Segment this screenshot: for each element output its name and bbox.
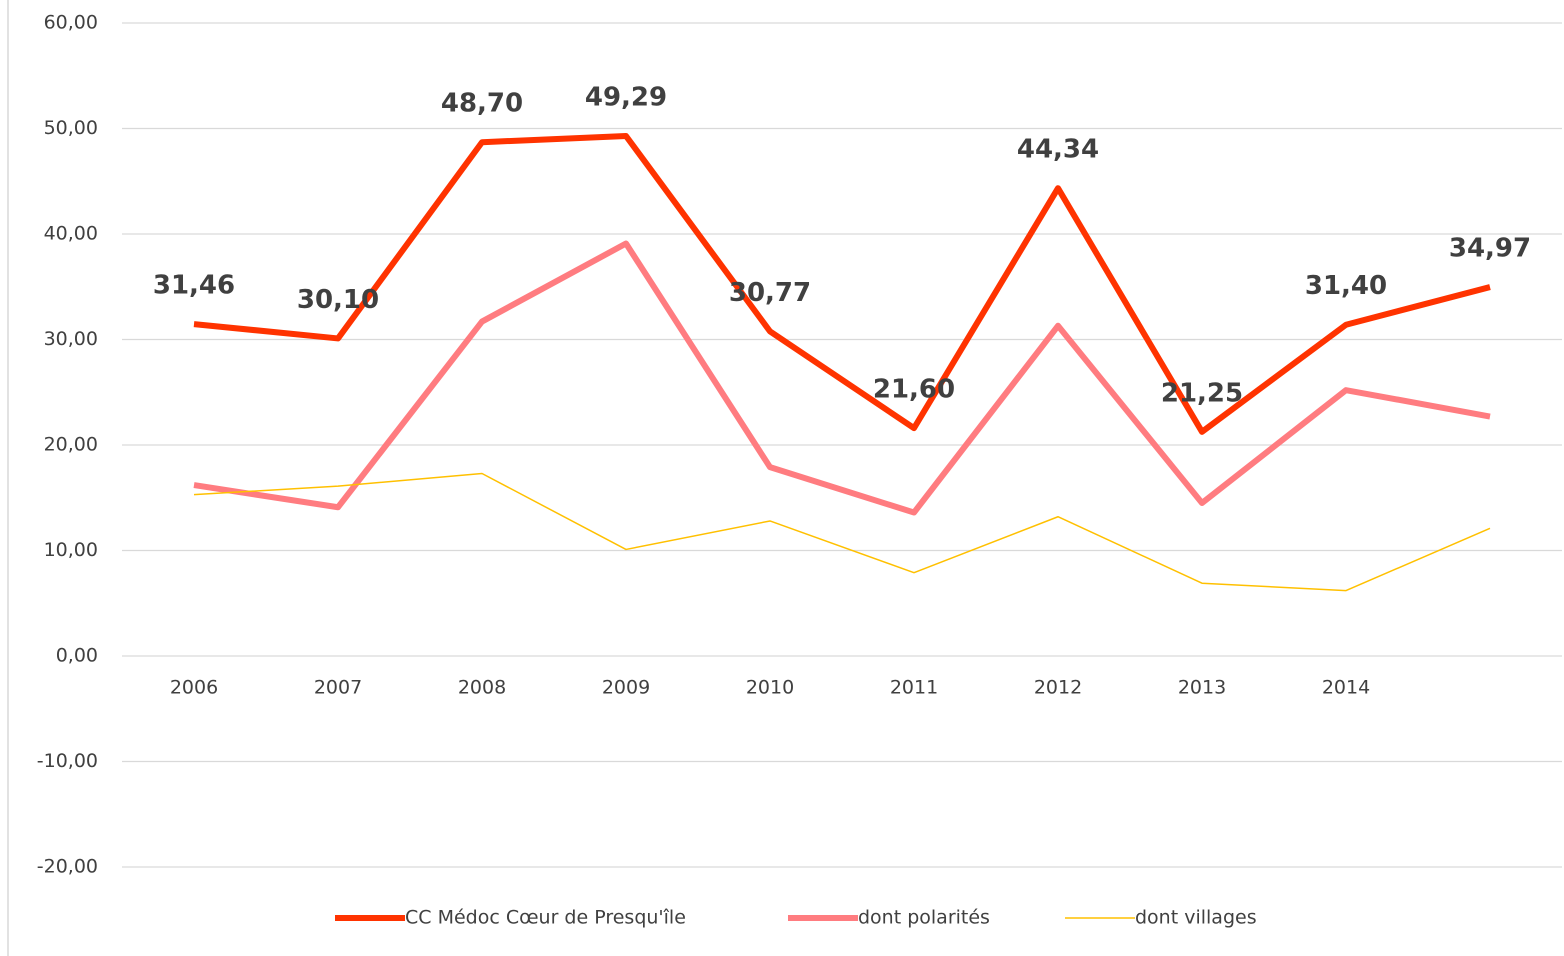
data-label: 21,60 (873, 375, 955, 405)
x-tick-label: 2013 (1178, 677, 1226, 699)
x-tick-label: 2006 (170, 677, 218, 699)
y-tick-label: -20,00 (37, 856, 98, 878)
legend-label: dont villages (1135, 907, 1257, 929)
data-label: 44,34 (1017, 135, 1099, 165)
data-label: 48,70 (441, 89, 523, 119)
series-line (193, 132, 1491, 435)
y-tick-label: 10,00 (44, 539, 98, 561)
data-label: 49,29 (585, 82, 667, 112)
y-tick-label: 40,00 (44, 223, 98, 245)
data-label: 21,25 (1161, 378, 1243, 408)
y-tick-label: 50,00 (44, 117, 98, 139)
x-tick-label: 2010 (746, 677, 794, 699)
data-label: 30,77 (729, 278, 811, 308)
data-label: 31,40 (1305, 271, 1387, 301)
x-tick-label: 2008 (458, 677, 506, 699)
y-tick-label: 0,00 (56, 645, 98, 667)
data-label: 34,97 (1449, 234, 1531, 264)
x-tick-label: 2007 (314, 677, 362, 699)
y-tick-label: -10,00 (37, 750, 98, 772)
x-tick-label: 2014 (1322, 677, 1370, 699)
y-tick-label: 60,00 (44, 12, 98, 34)
series-line (193, 240, 1491, 516)
y-tick-label: 20,00 (44, 434, 98, 456)
data-label: 31,46 (153, 271, 235, 301)
legend-label: dont polarités (858, 907, 990, 929)
data-label: 30,10 (297, 285, 379, 315)
series-line (193, 472, 1491, 592)
y-tick-label: 30,00 (44, 328, 98, 350)
x-tick-label: 2011 (890, 677, 938, 699)
x-tick-label: 2009 (602, 677, 650, 699)
legend-label: CC Médoc Cœur de Presqu'île (405, 907, 686, 929)
x-tick-label: 2012 (1034, 677, 1082, 699)
